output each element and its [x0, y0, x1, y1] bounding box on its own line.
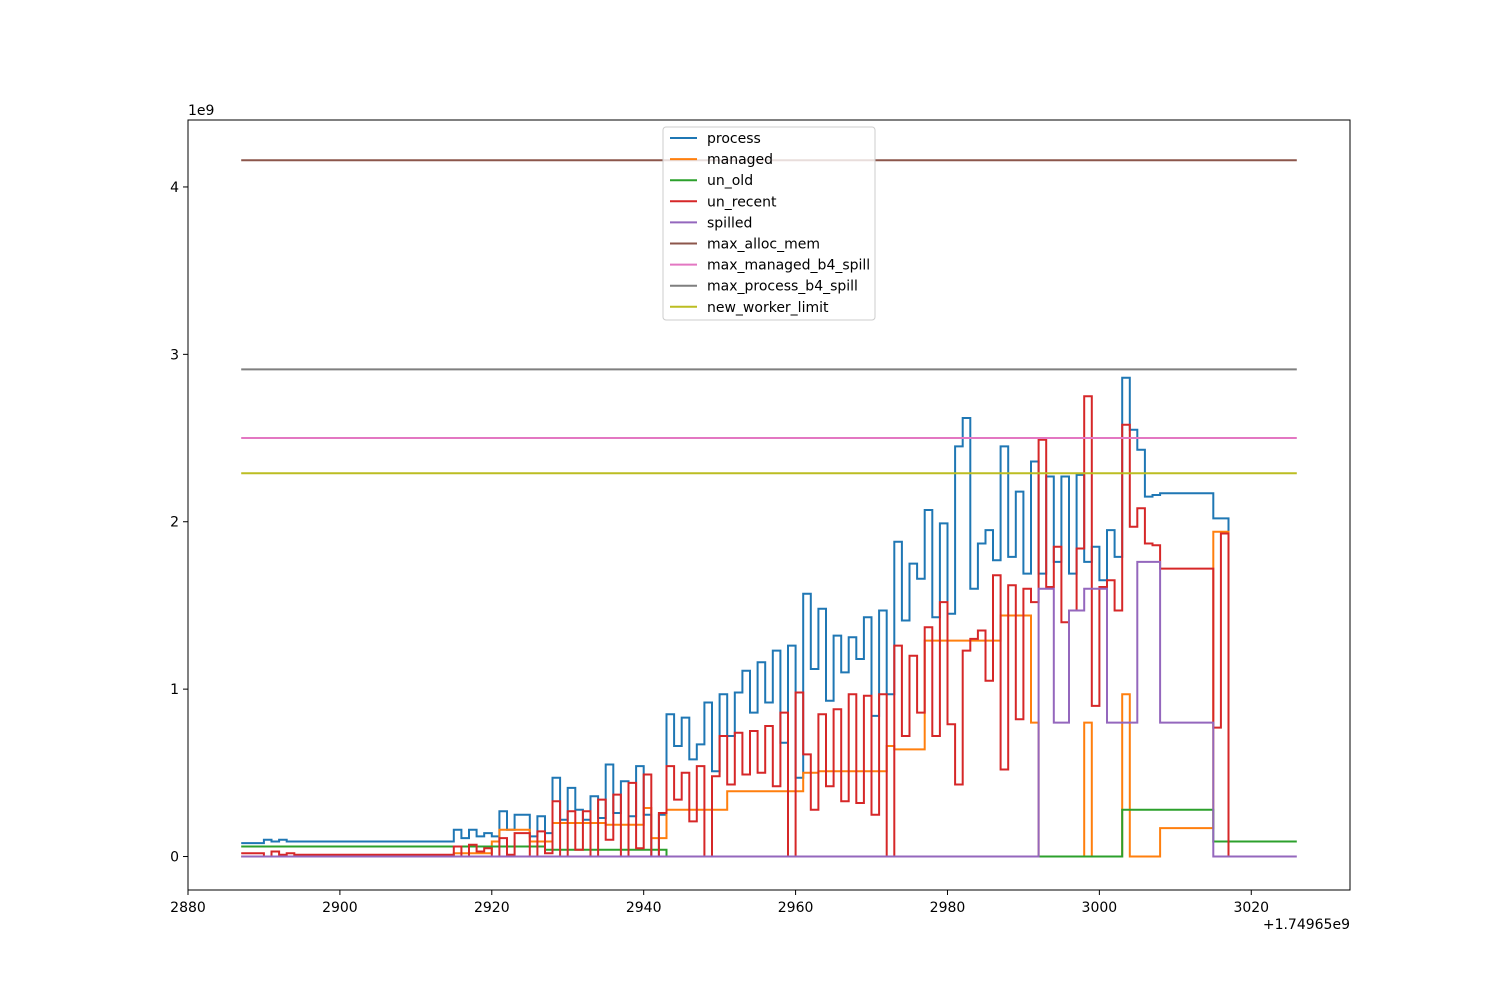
legend-box — [662, 126, 876, 321]
legend-label: spilled — [707, 215, 752, 231]
legend-label: new_worker_limit — [707, 300, 829, 316]
legend-label: un_old — [707, 173, 753, 189]
plot-frame — [187, 119, 1351, 891]
x-tick-label: 2940 — [626, 900, 662, 916]
y-tick-label: 0 — [170, 850, 179, 866]
y-tick-label: 2 — [170, 515, 179, 531]
y-tick-label: 3 — [170, 347, 179, 363]
legend-label: managed — [707, 152, 773, 168]
y-axis: 0 1 2 3 4 — [170, 180, 188, 866]
series-line-spilled — [241, 560, 1297, 858]
series-line-un-recent — [241, 395, 1230, 858]
x-tick-label: 2980 — [930, 900, 966, 916]
x-offset-label: +1.74965e9 — [1263, 917, 1350, 933]
x-tick-label: 2920 — [474, 900, 510, 916]
x-tick-label: 3020 — [1233, 900, 1269, 916]
x-axis: 2880 2900 2920 2940 2960 2980 3000 3020 — [170, 890, 1269, 916]
y-tick-label: 4 — [170, 180, 179, 196]
x-tick-label: 2880 — [170, 900, 206, 916]
legend-label: max_alloc_mem — [707, 237, 820, 253]
legend-label: un_recent — [707, 194, 777, 210]
x-tick-label: 3000 — [1082, 900, 1118, 916]
x-tick-label: 2900 — [322, 900, 358, 916]
legend-label: process — [707, 131, 761, 147]
legend-label: max_process_b4_spill — [707, 279, 858, 295]
legend-label: max_managed_b4_spill — [707, 258, 870, 274]
x-tick-label: 2960 — [778, 900, 814, 916]
y-tick-label: 1 — [170, 682, 179, 698]
y-scale-label: 1e9 — [188, 103, 214, 119]
